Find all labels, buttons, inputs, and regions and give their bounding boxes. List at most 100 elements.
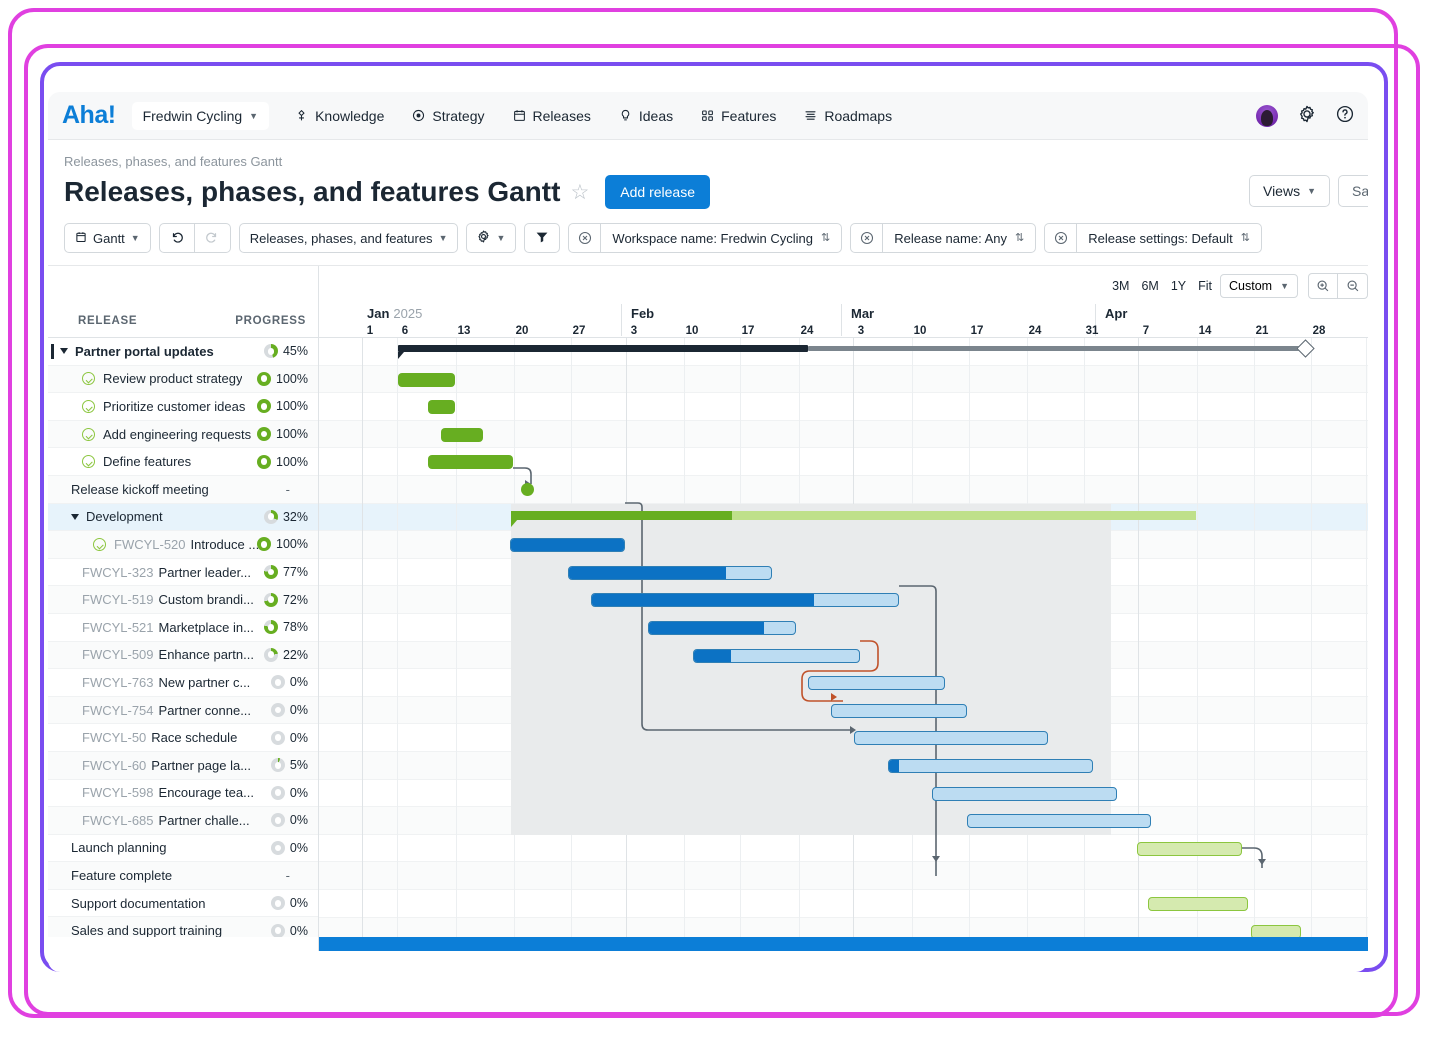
row-label[interactable]: Review product strategy [103,371,243,387]
nav-item-features[interactable]: Features [689,101,788,131]
remove-filter-icon[interactable] [568,223,601,253]
timeline-row[interactable] [319,448,1368,476]
redo-button[interactable] [194,223,231,253]
table-row[interactable]: Add engineering requests 100% [48,420,318,449]
filter-button[interactable] [524,223,561,253]
row-label[interactable]: Partner page la... [151,757,252,773]
range-6m[interactable]: 6M [1141,279,1159,293]
nav-item-releases[interactable]: Releases [501,101,603,131]
zoom-out-button[interactable] [1338,273,1368,299]
row-label[interactable]: Introduce ... [190,536,260,552]
filter-chip-body[interactable]: Release name: Any ⇅ [882,223,1037,253]
timeline-row[interactable] [319,365,1368,394]
table-row[interactable]: FWCYL-754 Partner conne... 0% [48,696,318,725]
timeline-row[interactable] [319,835,1368,863]
table-row[interactable]: FWCYL-520 Introduce ... 100% [48,531,318,559]
feature-bar[interactable] [510,538,625,553]
row-label[interactable]: Custom brandi... [158,592,254,608]
milestone-dot[interactable] [521,483,534,496]
table-row[interactable]: FWCYL-50 Race schedule 0% [48,724,318,752]
feature-bar[interactable] [808,676,945,691]
row-label[interactable]: Partner challe... [158,812,250,828]
table-row[interactable]: Launch planning 0% [48,835,318,863]
horizontal-scrollbar[interactable] [319,937,1368,951]
row-label[interactable]: Add engineering requests [103,426,252,442]
table-row[interactable]: FWCYL-763 New partner c... 0% [48,669,318,697]
timeline-row[interactable] [319,420,1368,449]
phase-bar[interactable] [441,427,483,442]
range-3m[interactable]: 3M [1112,279,1130,293]
table-row[interactable]: Feature complete - [48,862,318,890]
phase-bar[interactable] [398,372,455,387]
phase-bar[interactable] [428,400,455,415]
row-label[interactable]: New partner c... [158,674,251,690]
row-label[interactable]: Encourage tea... [158,785,254,801]
filter-chip-body[interactable]: Workspace name: Fredwin Cycling ⇅ [600,223,843,253]
feature-bar[interactable] [693,648,860,663]
row-label[interactable]: Partner leader... [158,564,252,580]
table-row[interactable]: Define features 100% [48,448,318,476]
views-button[interactable]: Views ▼ [1248,175,1330,207]
nav-item-roadmaps[interactable]: Roadmaps [792,101,904,131]
favorite-star-icon[interactable]: ☆ [570,180,590,204]
row-label[interactable]: Development [86,509,163,525]
table-row[interactable]: FWCYL-509 Enhance partn... 22% [48,641,318,670]
zoom-in-button[interactable] [1308,273,1338,299]
save-button[interactable]: Save [1338,175,1368,207]
table-row[interactable]: Review product strategy 100% [48,365,318,394]
row-label[interactable]: Partner conne... [158,702,252,718]
timeline-row[interactable] [319,476,1368,504]
table-row[interactable]: Development 32% [48,503,318,532]
row-label[interactable]: Race schedule [151,730,238,746]
feature-bar[interactable] [888,759,1093,773]
row-label[interactable]: Enhance partn... [158,647,254,663]
phase-bar[interactable] [1137,841,1242,856]
help-icon[interactable] [1336,105,1354,128]
feature-bar[interactable] [648,621,796,635]
feature-bar[interactable] [854,731,1048,746]
phase-bar[interactable] [428,455,513,470]
timeline-row[interactable] [319,393,1368,421]
remove-filter-icon[interactable] [850,223,883,253]
settings-button[interactable]: ▼ [466,223,517,253]
table-row[interactable]: FWCYL-598 Encourage tea... 0% [48,780,318,808]
row-label[interactable]: Sales and support training [71,923,223,939]
table-row[interactable]: FWCYL-521 Marketplace in... 78% [48,614,318,642]
nav-item-ideas[interactable]: Ideas [607,101,685,131]
release-bar-remaining[interactable] [808,346,1303,351]
aha-logo[interactable]: Aha! [62,101,116,129]
phase-bar-complete[interactable] [511,510,732,520]
add-release-button[interactable]: Add release [605,175,710,209]
gear-icon[interactable] [1298,105,1316,128]
row-label[interactable]: Launch planning [71,840,167,856]
avatar[interactable] [1256,105,1278,127]
phase-bar[interactable] [1148,897,1248,911]
row-label[interactable]: Prioritize customer ideas [103,398,246,414]
view-type-button[interactable]: Gantt ▼ [64,223,151,253]
collapse-triangle-icon[interactable] [71,513,79,520]
range-fit[interactable]: Fit [1198,279,1212,293]
timeline-row[interactable] [319,890,1368,918]
row-label[interactable]: Marketplace in... [158,619,254,635]
table-row[interactable]: FWCYL-519 Custom brandi... 72% [48,586,318,614]
table-row[interactable]: FWCYL-323 Partner leader... 77% [48,559,318,587]
feature-bar[interactable] [831,703,967,718]
feature-bar[interactable] [568,565,772,580]
workspace-selector[interactable]: Fredwin Cycling ▼ [131,101,270,130]
feature-bar[interactable] [932,786,1117,801]
feature-bar[interactable] [591,593,899,608]
row-label[interactable]: Partner portal updates [75,343,214,359]
table-row[interactable]: Partner portal updates 45% [48,338,318,366]
row-label[interactable]: Support documentation [71,895,206,911]
timeline-row[interactable] [319,862,1368,890]
table-row[interactable]: Support documentation 0% [48,890,318,918]
timeline-row[interactable] [319,338,1368,366]
table-row[interactable]: Release kickoff meeting - [48,475,318,504]
record-type-button[interactable]: Releases, phases, and features ▼ [238,223,459,253]
phase-bar-remaining[interactable] [732,510,1196,520]
row-label[interactable]: Feature complete [71,868,173,884]
row-label[interactable]: Release kickoff meeting [71,481,209,497]
filter-chip-body[interactable]: Release settings: Default ⇅ [1076,223,1262,253]
custom-range-select[interactable]: Custom ▼ [1220,274,1298,298]
row-label[interactable]: Define features [103,454,192,470]
